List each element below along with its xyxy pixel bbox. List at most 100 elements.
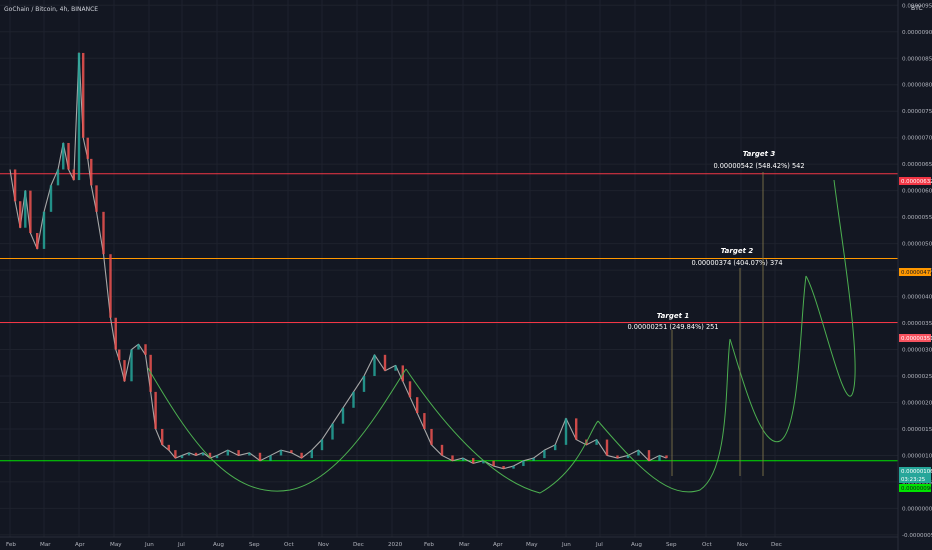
candle <box>300 452 303 459</box>
y-tick-label: 0.00000000 <box>902 506 932 512</box>
cup-pattern-drawings[interactable] <box>147 179 856 494</box>
candle <box>42 211 46 249</box>
candle <box>461 458 465 461</box>
candle <box>237 450 240 456</box>
candle <box>352 391 355 408</box>
target-title: Target 3 <box>743 150 776 158</box>
candle <box>13 169 17 202</box>
candle <box>626 455 630 459</box>
y-tick-label: -0.00000050 <box>902 533 932 539</box>
candle <box>67 142 70 170</box>
candle <box>36 233 39 249</box>
candle <box>118 349 121 361</box>
candle <box>595 439 598 445</box>
candle <box>472 458 475 464</box>
candle <box>123 360 126 382</box>
candle <box>416 397 419 414</box>
price-badge[interactable] <box>899 268 931 276</box>
price-badge[interactable] <box>899 467 931 475</box>
candle <box>290 450 293 453</box>
price-badge[interactable] <box>899 334 931 342</box>
candle <box>208 452 212 459</box>
candle <box>440 444 444 456</box>
x-tick-label: May <box>526 542 538 548</box>
x-tick-label: Sep <box>249 542 260 548</box>
candle <box>605 439 609 456</box>
candle <box>201 452 205 456</box>
price-badge[interactable] <box>899 484 931 492</box>
candle <box>90 158 93 186</box>
target-value: 0.00000374 (404.07%) 374 <box>691 259 782 267</box>
x-tick-label: Jul <box>177 542 185 548</box>
price-badge-label: 0.00000090 <box>901 486 932 492</box>
target-value: 0.00000251 (249.84%) 251 <box>627 323 718 331</box>
cup-curve-2[interactable] <box>405 368 599 494</box>
target-title: Target 1 <box>657 312 690 320</box>
candle <box>180 455 184 459</box>
candle <box>554 444 557 451</box>
candle <box>24 190 27 228</box>
candle <box>451 455 454 461</box>
candle <box>310 450 313 459</box>
price-badge[interactable] <box>899 177 931 185</box>
x-tick-label: Nov <box>737 542 749 548</box>
candle <box>29 190 32 234</box>
x-tick-label: Dec <box>353 542 364 548</box>
candle <box>154 391 157 429</box>
candle <box>543 450 546 459</box>
candle <box>575 418 578 440</box>
currency-label: BTC <box>911 5 923 12</box>
grid <box>0 0 898 537</box>
x-tick-label: Oct <box>284 542 294 548</box>
x-tick-label: Aug <box>631 542 642 548</box>
candle <box>194 452 198 456</box>
x-tick-label: Dec <box>771 542 782 548</box>
candle <box>82 52 85 138</box>
time-axis[interactable]: Feb Mar Apr May Jun Jul Aug Sep Oct Nov Dec 2020 Feb… <box>0 536 898 548</box>
candle <box>226 450 229 456</box>
cup-curve-1[interactable] <box>147 367 407 492</box>
target-annotations[interactable]: Target 1 0.00000251 (249.84%) 251 Target 2… <box>627 150 805 476</box>
horizontal-levels[interactable] <box>0 173 898 462</box>
projection-curve-2[interactable] <box>729 275 807 442</box>
candle <box>102 211 105 255</box>
price-badge-label: 0.00000632 <box>901 179 932 185</box>
x-tick-label: May <box>110 542 122 548</box>
projection-curve-1[interactable] <box>597 338 731 493</box>
x-tick-label: Jun <box>144 542 154 548</box>
price-badge-label: 0.00000351 <box>901 336 932 342</box>
candle <box>167 444 170 451</box>
candle <box>215 455 219 459</box>
symbol-title: GoChain / Bitcoin, 4h, BINANCE <box>4 6 98 13</box>
projection-curve-3[interactable] <box>805 179 856 397</box>
candle <box>137 344 140 350</box>
x-tick-label: Apr <box>493 542 503 548</box>
candle <box>665 455 668 459</box>
candle <box>56 169 60 186</box>
price-badge[interactable] <box>899 475 931 483</box>
candle <box>86 137 89 159</box>
candle <box>77 52 81 181</box>
candle <box>492 460 495 467</box>
x-tick-label: Mar <box>459 542 470 548</box>
candle <box>130 349 133 382</box>
target-value: 0.00000542 (548.42%) 542 <box>713 162 804 170</box>
candle <box>394 365 397 371</box>
candle <box>430 428 433 445</box>
x-tick-label: Feb <box>6 542 16 548</box>
candle <box>161 428 164 445</box>
